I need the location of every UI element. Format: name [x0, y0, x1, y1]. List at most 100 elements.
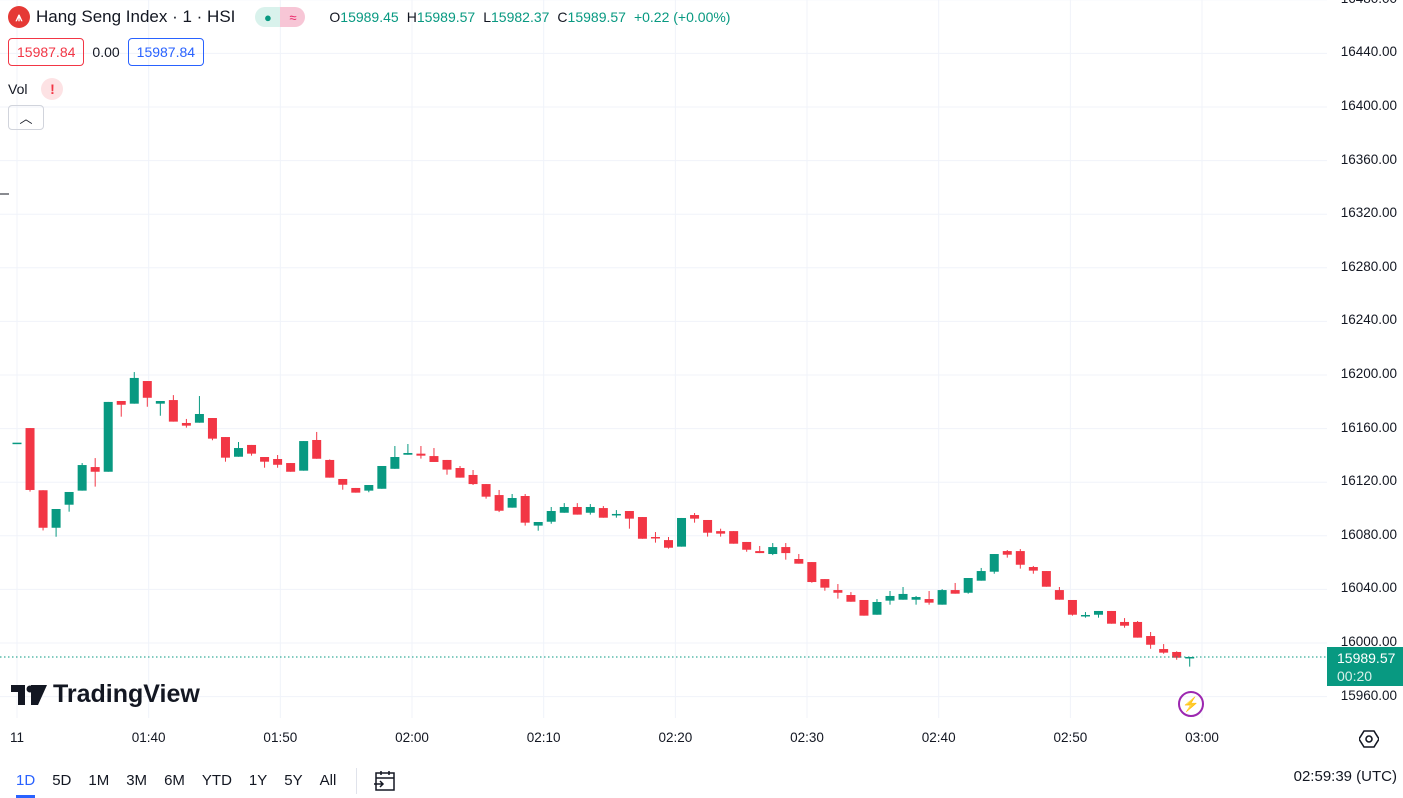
candle-body [155, 400, 165, 404]
candle-body [194, 413, 204, 423]
utc-clock[interactable]: 02:59:39 (UTC) [1293, 768, 1397, 785]
candle-body [507, 498, 517, 508]
candle-body [168, 400, 178, 422]
buy-button[interactable]: 15987.84 [127, 38, 205, 66]
high-value: 15989.57 [416, 9, 476, 25]
candle-body [989, 554, 999, 572]
market-status-pill[interactable]: ● ≈ [255, 7, 306, 27]
candle-body [911, 597, 921, 600]
range-1m[interactable]: 1M [88, 772, 110, 789]
lightning-icon[interactable]: ⚡ [1178, 691, 1204, 717]
candle-body [872, 601, 882, 615]
range-all[interactable]: All [319, 772, 337, 789]
time-tick-label: 01:50 [263, 730, 298, 745]
low-label: L [483, 9, 492, 25]
candle-body [690, 515, 700, 519]
price-tick-label: 15960.00 [1340, 687, 1397, 703]
candle-body [351, 487, 361, 493]
sell-button[interactable]: 15987.84 [8, 38, 85, 66]
candle-body [25, 428, 35, 490]
candle-body [963, 578, 973, 593]
close-label: C [557, 9, 568, 25]
candle-body [624, 511, 634, 519]
symbol-title[interactable]: Hang Seng Index · 1 · HSI [36, 7, 236, 26]
quote-row: 15987.84 0.00 15987.84 [8, 38, 205, 66]
candle-body [260, 457, 270, 462]
settings-hexagon-icon[interactable] [1359, 729, 1379, 749]
market-open-dot-icon[interactable]: ● [255, 7, 281, 27]
candle-body [312, 439, 322, 459]
candle-body [142, 381, 152, 398]
candle-body [533, 521, 543, 526]
last-price-value: 15989.57 [1337, 650, 1396, 666]
candle-body [377, 465, 387, 489]
time-tick-label: 02:10 [526, 730, 561, 745]
candle-body [181, 422, 191, 426]
candle-body [1002, 551, 1012, 555]
candle-body [429, 456, 439, 462]
go-to-date-calendar-icon[interactable] [373, 769, 397, 793]
candle-body [572, 506, 582, 515]
range-5y[interactable]: 5Y [284, 772, 303, 789]
time-tick-label: 02:40 [921, 730, 956, 745]
range-1d[interactable]: 1D [16, 772, 36, 798]
range-ytd[interactable]: YTD [201, 772, 232, 789]
price-tick-label: 16040.00 [1340, 580, 1397, 596]
bar-countdown: 00:20 [1337, 668, 1373, 684]
candle-body [729, 531, 739, 544]
candle-body [1107, 610, 1117, 624]
price-tick-label: 16440.00 [1340, 44, 1397, 60]
candle-body [494, 495, 504, 511]
price-tick-label: 16280.00 [1340, 258, 1397, 274]
range-5d[interactable]: 5D [52, 772, 72, 789]
warning-icon[interactable]: ! [41, 78, 64, 100]
volume-indicator[interactable]: Vol ! [8, 78, 64, 100]
candle-body [1133, 621, 1143, 638]
candle-body [650, 537, 660, 539]
time-tick-label: 11 [9, 730, 25, 745]
candle-body [1067, 599, 1077, 615]
open-value: 15989.45 [340, 9, 399, 25]
candle-body [820, 579, 830, 588]
candle-body [390, 457, 400, 469]
time-tick-label: 02:30 [790, 730, 824, 745]
range-1y[interactable]: 1Y [248, 772, 268, 789]
close-value: 15989.57 [567, 9, 626, 25]
time-tick-label: 02:50 [1053, 730, 1088, 745]
delayed-data-icon[interactable]: ≈ [280, 7, 306, 27]
candle-body [755, 551, 765, 554]
candle-body [1159, 649, 1169, 653]
candle-body [598, 508, 608, 518]
candle-body [716, 531, 726, 534]
candle-body [585, 506, 595, 513]
price-tick-label: 16480.00 [1341, 0, 1397, 6]
time-tick-label: 03:00 [1185, 730, 1219, 745]
candle-body [1120, 621, 1130, 626]
price-tick-label: 16240.00 [1340, 312, 1397, 328]
candle-body [90, 467, 100, 472]
candle-body [950, 590, 960, 594]
tradingview-logo[interactable]: TradingView [11, 680, 200, 709]
candle-body [846, 595, 856, 602]
candle-body [677, 517, 687, 547]
collapse-legend-button[interactable]: ︿ [8, 105, 44, 130]
time-tick-label: 02:00 [395, 730, 429, 745]
range-3m[interactable]: 3M [126, 772, 148, 789]
low-value: 15982.37 [491, 9, 550, 25]
candle-body [129, 377, 139, 404]
candle-body [338, 478, 348, 485]
tradingview-mark-icon [11, 684, 47, 705]
range-6m[interactable]: 6M [164, 772, 185, 789]
candle-body [1093, 610, 1103, 615]
price-tick-label: 16120.00 [1340, 473, 1397, 489]
candle-body [833, 590, 843, 593]
last-price-label: 15989.57 00:20 [1327, 647, 1403, 686]
candle-body [116, 400, 126, 405]
candle-body [416, 453, 426, 456]
candle-body [234, 448, 244, 457]
candle-body [1146, 636, 1156, 645]
candle-body [768, 547, 778, 555]
candle-body [220, 437, 230, 458]
candle-body [286, 463, 296, 472]
